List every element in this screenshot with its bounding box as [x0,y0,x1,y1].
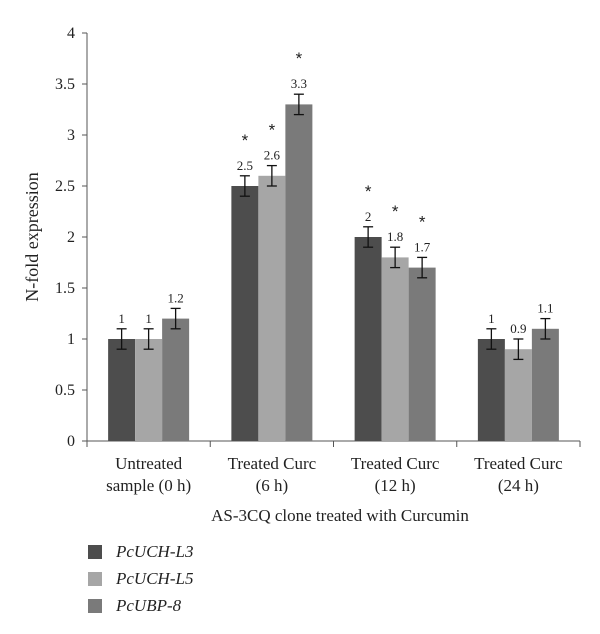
data-label: 1 [488,311,495,326]
bars: 1 1 1.2 2.5 * 2.6 * 3.3 * 2 * 1.8 * 1.7 * 1 0.9 1.1 [108,49,559,442]
legend-label: PcUBP-8 [116,595,182,615]
significance-marker: * [419,212,426,231]
category-label: (6 h) [256,476,289,495]
significance-marker: * [296,49,303,68]
bar [162,318,190,441]
bar [381,257,409,441]
legend-label: PcUCH-L3 [116,541,194,561]
data-label: 1 [118,311,125,326]
category-label: Untreated [115,454,183,473]
bar [285,104,313,442]
data-label: 2.5 [237,158,253,173]
data-label: 2 [365,209,372,224]
data-label: 1.2 [168,290,184,305]
y-tick-label: 1.5 [55,280,75,297]
category-label: Treated Curc [228,454,317,473]
bar [258,175,286,442]
x-axis-label: AS-3CQ clone treated with Curcumin [211,506,469,525]
bar [408,267,436,441]
significance-marker: * [269,121,276,140]
bar [135,339,163,441]
y-tick-label: 3.5 [55,76,75,93]
category-label: (12 h) [375,476,416,495]
axes: 0 0.5 1 1.5 2 2.5 3 3.5 4 Untreated sample (0 h) Tr… [55,25,581,495]
category-label: Treated Curc [474,454,563,473]
bar [531,328,559,441]
bar [108,339,136,441]
significance-marker: * [365,182,372,201]
data-label: 1.7 [414,239,431,254]
y-tick-label: 3 [67,127,75,144]
data-label: 1.8 [387,229,403,244]
legend-swatch [88,544,102,559]
data-label: 0.9 [510,321,526,336]
bar [504,349,532,441]
category-label: (24 h) [498,476,539,495]
y-tick-label: 0 [67,433,75,450]
data-label: 1 [145,311,152,326]
legend: PcUCH-L3 PcUCH-L5 PcUBP-8 [88,538,193,619]
significance-marker: * [242,131,249,150]
significance-marker: * [392,202,399,221]
bar [354,237,382,441]
category-label: Treated Curc [351,454,440,473]
category-label: sample (0 h) [106,476,191,495]
legend-swatch [88,598,102,613]
legend-label: PcUCH-L5 [116,568,194,588]
data-label: 3.3 [291,76,307,91]
y-tick-label: 2.5 [55,178,75,195]
y-tick-label: 4 [67,25,75,42]
data-label: 1.1 [537,301,553,316]
bar [477,339,505,441]
legend-swatch [88,571,102,586]
legend-item: PcUBP-8 [88,592,193,619]
legend-item: PcUCH-L5 [88,565,193,592]
y-tick-label: 2 [67,229,75,246]
legend-item: PcUCH-L3 [88,538,193,565]
bar [231,186,259,441]
data-label: 2.6 [264,148,281,163]
y-tick-label: 0.5 [55,382,75,399]
y-tick-label: 1 [67,331,75,348]
y-axis-label: N-fold expression [22,172,42,301]
